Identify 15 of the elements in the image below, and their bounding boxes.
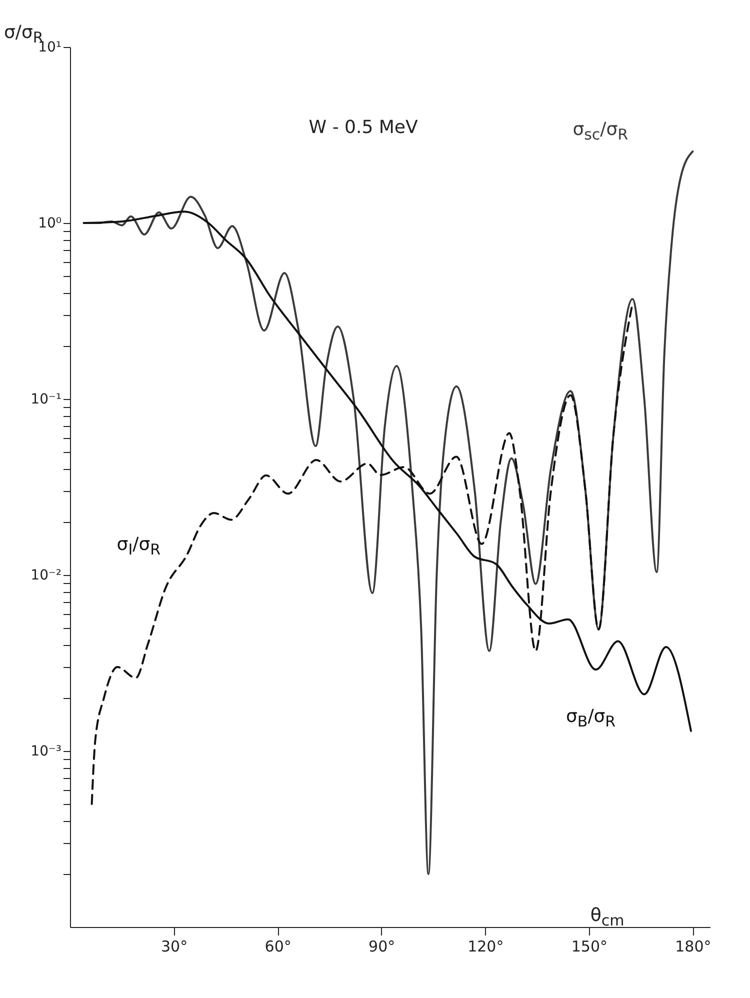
- x-axis-title: θ$_{cm}$: [590, 905, 624, 930]
- x-tick-label: 180°: [675, 938, 712, 956]
- text: W - 0.5 MeV: [308, 117, 418, 138]
- x-tick-label: 60°: [264, 938, 292, 956]
- x-tick-label: 150°: [571, 938, 608, 956]
- text: σ$_{sc}$/σ$_{R}$: [572, 119, 628, 144]
- y-tick-label: 10⁻¹: [30, 392, 62, 408]
- y-tick-label: 10⁻³: [30, 744, 62, 760]
- series-label: σ$_{B}$/σ$_{R}$: [566, 706, 616, 731]
- x-tick-label: 30°: [160, 938, 188, 956]
- x-tick-label: 90°: [368, 938, 396, 956]
- series-label: σ$_{I}$/σ$_{R}$: [116, 534, 161, 559]
- y-tick-label: 10⁻²: [30, 568, 62, 584]
- x-tick-label: 120°: [468, 938, 504, 956]
- y-tick-label: 10⁰: [38, 216, 62, 232]
